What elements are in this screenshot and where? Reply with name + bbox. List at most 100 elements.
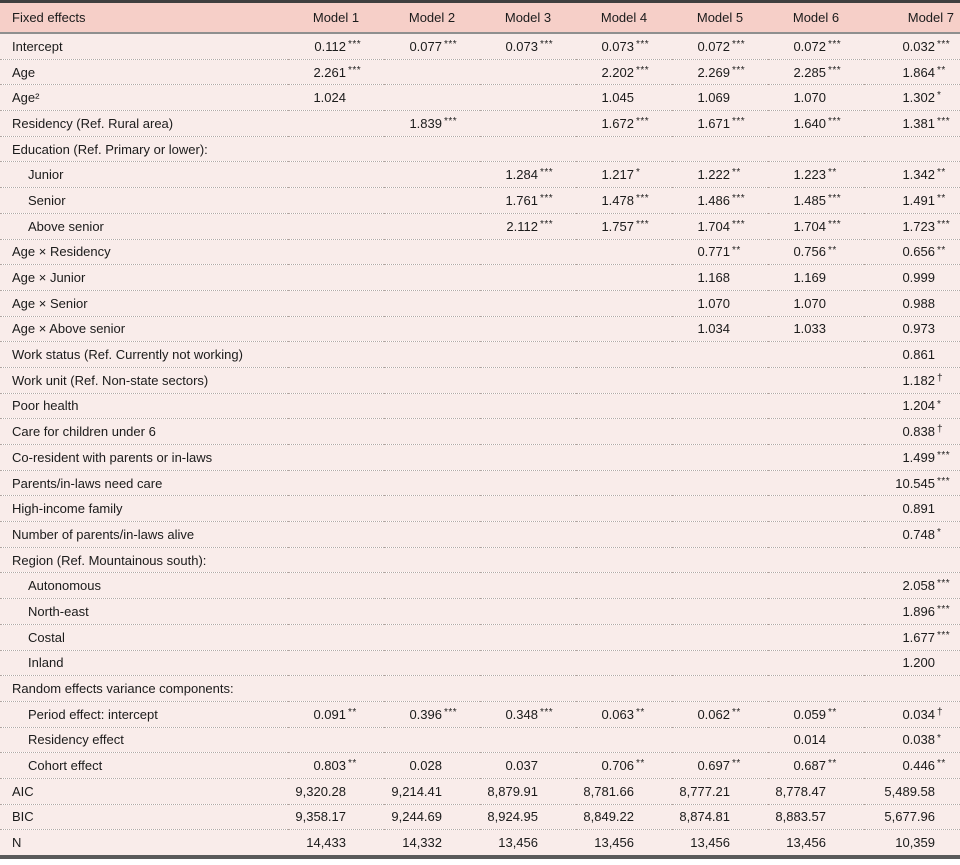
significance-marker: *** — [444, 706, 458, 718]
cell-value — [768, 136, 864, 163]
cell-value — [384, 213, 480, 240]
value-number: 8,883.57 — [775, 809, 826, 825]
table-header: Fixed effects Model 1 Model 2 Model 3 Mo… — [0, 3, 960, 34]
significance-marker: ** — [828, 244, 837, 256]
cell-value — [576, 675, 672, 702]
value-number: 1.672 — [601, 115, 634, 131]
significance-marker: *** — [937, 218, 951, 230]
significance-marker: *** — [828, 193, 842, 205]
value-number: 2.285 — [793, 64, 826, 80]
cell-value — [864, 675, 960, 702]
value-number: 0.446 — [902, 758, 935, 774]
cell-value: 1.672 *** — [576, 110, 672, 137]
cell-value: 1.486 *** — [672, 187, 768, 214]
significance-marker: *** — [732, 193, 746, 205]
value-number: 1.069 — [697, 90, 730, 106]
significance-marker: † — [937, 706, 944, 718]
cell-value: 10,359 — [864, 829, 960, 855]
cell-value — [480, 290, 576, 317]
row-label: Age × Above senior — [0, 316, 288, 343]
cell-value — [672, 598, 768, 625]
row-label: Senior — [0, 187, 288, 214]
cell-value — [672, 727, 768, 754]
significance-marker: ** — [828, 706, 837, 718]
table-row: Cohort effect 0.803 ** 0.028 0.037 0.706 ** 0.6… — [0, 752, 960, 779]
significance-marker: *** — [348, 64, 362, 76]
cell-value — [288, 110, 384, 137]
cell-value: 0.091 ** — [288, 701, 384, 728]
cell-value: 0.073 *** — [576, 33, 672, 60]
value-number: 9,358.17 — [295, 809, 346, 825]
value-number: 0.037 — [505, 758, 538, 774]
cell-value — [288, 727, 384, 754]
cell-value: 1.182 † — [864, 367, 960, 394]
cell-value: 14,332 — [384, 829, 480, 855]
row-label: Random effects variance components: — [0, 675, 288, 702]
table-row: Number of parents/in-laws alive 0.748 * — [0, 521, 960, 548]
table-row: Age × Residency 0.771 ** 0.756 ** 0.656 ** — [0, 239, 960, 266]
cell-value — [480, 136, 576, 163]
value-number: 0.756 — [793, 244, 826, 260]
value-number: 1.070 — [697, 295, 730, 311]
significance-marker: ** — [937, 64, 946, 76]
cell-value — [288, 495, 384, 523]
value-number: 0.771 — [697, 244, 730, 260]
value-number: 1.704 — [697, 218, 730, 234]
cell-value — [384, 650, 480, 677]
cell-value: 9,358.17 — [288, 804, 384, 831]
value-number: 0.063 — [601, 706, 634, 722]
cell-value — [480, 264, 576, 291]
value-number: 1.864 — [902, 64, 935, 80]
cell-value — [768, 521, 864, 548]
cell-value — [576, 444, 672, 471]
cell-value — [384, 341, 480, 368]
cell-value — [480, 675, 576, 702]
significance-marker: *** — [937, 39, 951, 50]
cell-value: 1.761 *** — [480, 187, 576, 214]
cell-value: 1.070 — [768, 290, 864, 317]
significance-marker: *** — [828, 39, 842, 50]
cell-value — [480, 624, 576, 651]
significance-marker: * — [937, 527, 942, 539]
cell-value: 1.704 *** — [672, 213, 768, 240]
cell-value — [480, 470, 576, 497]
cell-value: 0.072 *** — [768, 33, 864, 60]
cell-value — [480, 572, 576, 600]
table-row: High-income family 0.891 — [0, 495, 960, 523]
value-number: 1.222 — [697, 167, 730, 183]
cell-value — [672, 495, 768, 523]
value-number: 9,214.41 — [391, 783, 442, 799]
significance-marker: ** — [636, 758, 645, 770]
cell-value: 0.112 *** — [288, 33, 384, 60]
row-label: Age × Junior — [0, 264, 288, 291]
row-label: Inland — [0, 650, 288, 677]
cell-value — [768, 341, 864, 368]
cell-value — [672, 650, 768, 677]
cell-value — [576, 572, 672, 600]
row-label: Age × Senior — [0, 290, 288, 317]
table-row: Care for children under 6 0.838 † — [0, 418, 960, 445]
significance-marker: *** — [937, 578, 951, 590]
cell-value — [576, 650, 672, 677]
value-number: 9,244.69 — [391, 809, 442, 825]
value-number: 0.396 — [409, 706, 442, 722]
cell-value: 0.706 ** — [576, 752, 672, 779]
table-row: Intercept 0.112 *** 0.077 *** 0.073 *** 0.073 **… — [0, 33, 960, 60]
value-number: 0.706 — [601, 758, 634, 774]
cell-value — [576, 239, 672, 266]
cell-value: 13,456 — [480, 829, 576, 855]
cell-value — [288, 290, 384, 317]
cell-value: 0.034 † — [864, 701, 960, 728]
column-header-model-2: Model 2 — [384, 3, 480, 34]
table-row: Age × Junior 1.168 1.169 0.999 — [0, 264, 960, 291]
cell-value: 1.671 *** — [672, 110, 768, 137]
cell-value — [672, 470, 768, 497]
cell-value — [384, 239, 480, 266]
value-number: 0.803 — [313, 758, 346, 774]
cell-value — [288, 547, 384, 574]
row-label: North-east — [0, 598, 288, 625]
cell-value — [288, 187, 384, 214]
significance-marker: *** — [444, 116, 458, 128]
cell-value: 0.446 ** — [864, 752, 960, 779]
